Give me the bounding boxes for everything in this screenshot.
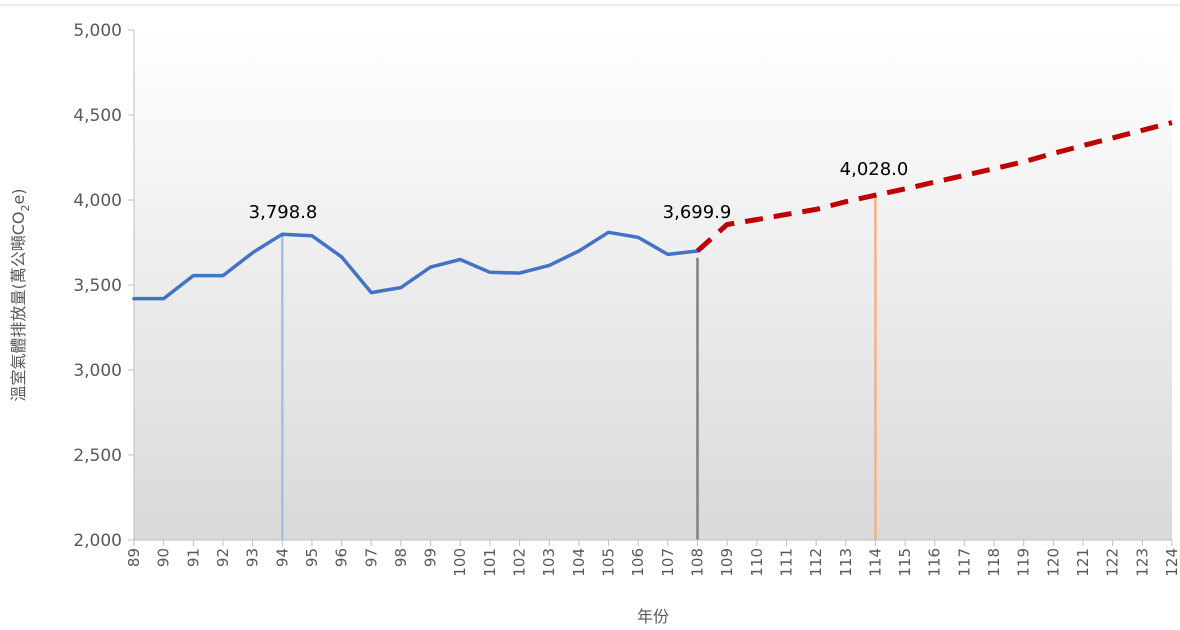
x-tick-label: 104 — [570, 548, 588, 577]
x-tick-label: 108 — [688, 548, 706, 577]
x-tick-label: 111 — [777, 548, 795, 577]
x-tick-label: 123 — [1133, 548, 1151, 577]
projected-series-line — [695, 120, 1173, 253]
x-tick-label: 117 — [955, 548, 973, 577]
plot-area-background — [134, 30, 1172, 540]
y-tick-label: 4,000 — [73, 191, 122, 211]
x-tick-label: 99 — [422, 548, 440, 567]
x-tick-label: 113 — [837, 548, 855, 577]
x-tick-label: 110 — [748, 548, 766, 577]
x-tick-label: 95 — [303, 548, 321, 567]
x-tick-label: 101 — [481, 548, 499, 577]
x-axis-title: 年份 — [637, 607, 669, 626]
y-tick-label: 2,000 — [73, 531, 122, 551]
x-tick-label: 115 — [896, 548, 914, 577]
x-tick-label: 105 — [600, 548, 618, 577]
x-tick-label: 92 — [214, 548, 232, 567]
x-tick-label: 122 — [1104, 548, 1122, 577]
x-tick-label: 96 — [333, 548, 351, 567]
x-tick-label: 112 — [807, 548, 825, 577]
x-tick-label: 98 — [392, 548, 410, 567]
x-tick-label: 118 — [985, 548, 1003, 577]
y-axis-title-subscript: 2 — [19, 205, 32, 212]
x-tick-label: 100 — [451, 548, 469, 577]
x-tick-label: 93 — [244, 548, 262, 567]
x-tick-label: 89 — [125, 548, 143, 567]
data-label-94: 3,798.8 — [249, 202, 318, 223]
x-tick-label: 97 — [362, 548, 380, 567]
x-tick-label: 106 — [629, 548, 647, 577]
data-label-114: 4,028.0 — [840, 159, 909, 180]
x-tick-label: 102 — [511, 548, 529, 577]
data-label-108: 3,699.9 — [663, 202, 732, 223]
x-tick-label: 91 — [184, 548, 202, 567]
x-tick-label: 103 — [540, 548, 558, 577]
y-tick-label: 3,500 — [73, 276, 122, 296]
y-tick-label: 4,500 — [73, 106, 122, 126]
y-tick-label: 2,500 — [73, 446, 122, 466]
x-tick-label: 107 — [659, 548, 677, 577]
y-tick-label: 3,000 — [73, 361, 122, 381]
y-tick-label: 5,000 — [73, 21, 122, 41]
x-tick-label: 94 — [273, 548, 291, 567]
x-tick-label: 120 — [1044, 548, 1062, 577]
x-tick-label: 116 — [926, 548, 944, 577]
x-tick-label: 121 — [1074, 548, 1092, 577]
x-tick-label: 90 — [155, 548, 173, 567]
x-tick-label: 109 — [718, 548, 736, 577]
y-axis-title: 溫室氣體排放量(萬公噸CO2e) — [9, 188, 32, 401]
y-axis-title-main: 溫室氣體排放量(萬公噸CO — [9, 212, 28, 402]
x-tick-label: 114 — [866, 548, 884, 577]
historical-series-line — [132, 230, 700, 301]
x-tick-label: 119 — [1015, 548, 1033, 577]
y-axis-title-end: e) — [9, 188, 28, 204]
x-tick-label: 124 — [1163, 548, 1180, 577]
